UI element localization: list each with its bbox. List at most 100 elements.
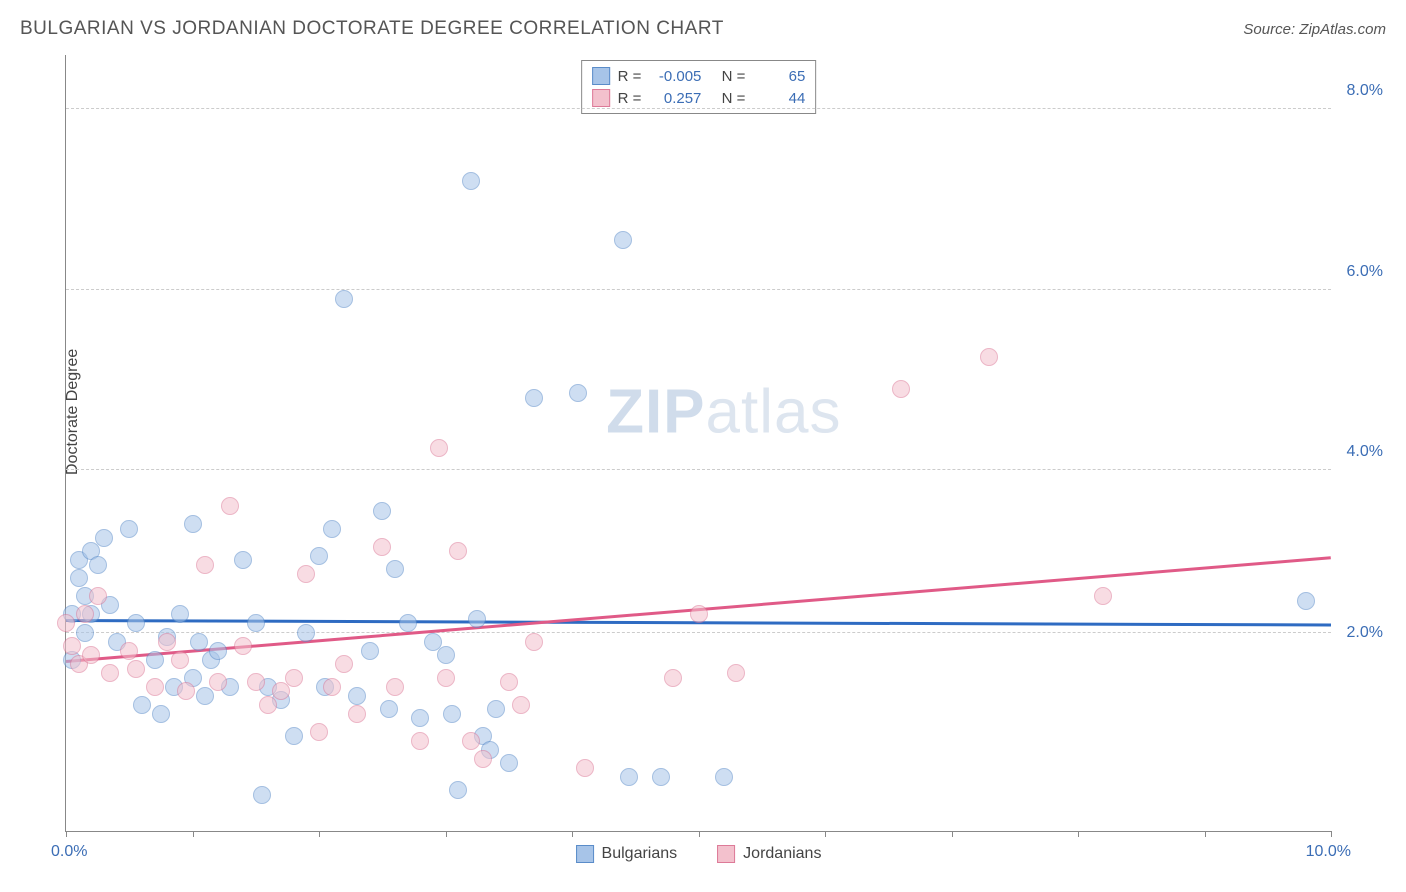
scatter-point [1297,592,1315,610]
scatter-point [247,673,265,691]
y-tick-label: 6.0% [1347,263,1383,281]
gridline [66,289,1331,290]
scatter-point [133,696,151,714]
top-legend: R = -0.005 N = 65 R = 0.257 N = 44 [581,60,817,114]
scatter-point [614,231,632,249]
scatter-point [373,538,391,556]
scatter-point [76,605,94,623]
x-tick [952,831,953,837]
scatter-point [525,389,543,407]
scatter-point [82,646,100,664]
scatter-point [196,556,214,574]
scatter-point [335,290,353,308]
scatter-point [569,384,587,402]
scatter-point [221,497,239,515]
scatter-point [449,781,467,799]
scatter-point [1094,587,1112,605]
scatter-point [690,605,708,623]
scatter-point [297,565,315,583]
x-tick [1205,831,1206,837]
y-tick-label: 2.0% [1347,624,1383,642]
scatter-point [386,560,404,578]
scatter-point [525,633,543,651]
scatter-point [310,547,328,565]
scatter-point [348,687,366,705]
scatter-point [468,610,486,628]
scatter-point [177,682,195,700]
swatch-jordanians [717,845,735,863]
scatter-point [443,705,461,723]
x-tick-label: 10.0% [1306,843,1351,861]
legend-item-jordanians: Jordanians [717,845,821,863]
scatter-point [95,529,113,547]
scatter-point [57,614,75,632]
scatter-point [234,551,252,569]
scatter-point [652,768,670,786]
scatter-point [361,642,379,660]
scatter-point [101,664,119,682]
scatter-point [70,569,88,587]
legend-item-bulgarians: Bulgarians [576,845,678,863]
x-tick [319,831,320,837]
scatter-point [727,664,745,682]
scatter-point [184,515,202,533]
chart-container: Doctorate Degree ZIPatlas Bulgarians Jor… [20,55,1386,877]
scatter-point [500,754,518,772]
scatter-point [380,700,398,718]
scatter-point [462,732,480,750]
scatter-point [430,439,448,457]
scatter-point [247,614,265,632]
x-tick [572,831,573,837]
scatter-point [664,669,682,687]
watermark: ZIPatlas [606,376,841,447]
scatter-point [411,732,429,750]
scatter-point [285,669,303,687]
scatter-point [171,651,189,669]
swatch-bulgarians [576,845,594,863]
scatter-point [89,556,107,574]
x-tick [825,831,826,837]
scatter-point [310,723,328,741]
scatter-point [620,768,638,786]
scatter-point [152,705,170,723]
scatter-point [980,348,998,366]
scatter-point [285,727,303,745]
scatter-point [449,542,467,560]
scatter-point [146,678,164,696]
x-tick [446,831,447,837]
scatter-point [209,673,227,691]
scatter-point [120,520,138,538]
x-tick [66,831,67,837]
x-tick [1331,831,1332,837]
scatter-point [715,768,733,786]
scatter-point [323,520,341,538]
chart-title: BULGARIAN VS JORDANIAN DOCTORATE DEGREE … [20,18,724,40]
gridline [66,108,1331,109]
scatter-point [89,587,107,605]
scatter-point [209,642,227,660]
scatter-point [146,651,164,669]
scatter-point [576,759,594,777]
bottom-legend: Bulgarians Jordanians [576,845,822,863]
scatter-point [500,673,518,691]
scatter-point [171,605,189,623]
swatch-top-1 [592,89,610,107]
x-tick-label: 0.0% [51,843,87,861]
scatter-point [297,624,315,642]
scatter-point [411,709,429,727]
x-tick [699,831,700,837]
plot-area: ZIPatlas Bulgarians Jordanians R = -0.00… [65,55,1331,832]
scatter-point [190,633,208,651]
source-attribution: Source: ZipAtlas.com [1243,21,1386,38]
scatter-point [892,380,910,398]
scatter-point [127,660,145,678]
scatter-point [127,614,145,632]
top-legend-row-1: R = 0.257 N = 44 [592,87,806,109]
scatter-point [63,637,81,655]
scatter-point [323,678,341,696]
y-tick-label: 4.0% [1347,443,1383,461]
scatter-point [437,669,455,687]
gridline [66,469,1331,470]
scatter-point [462,172,480,190]
scatter-point [348,705,366,723]
